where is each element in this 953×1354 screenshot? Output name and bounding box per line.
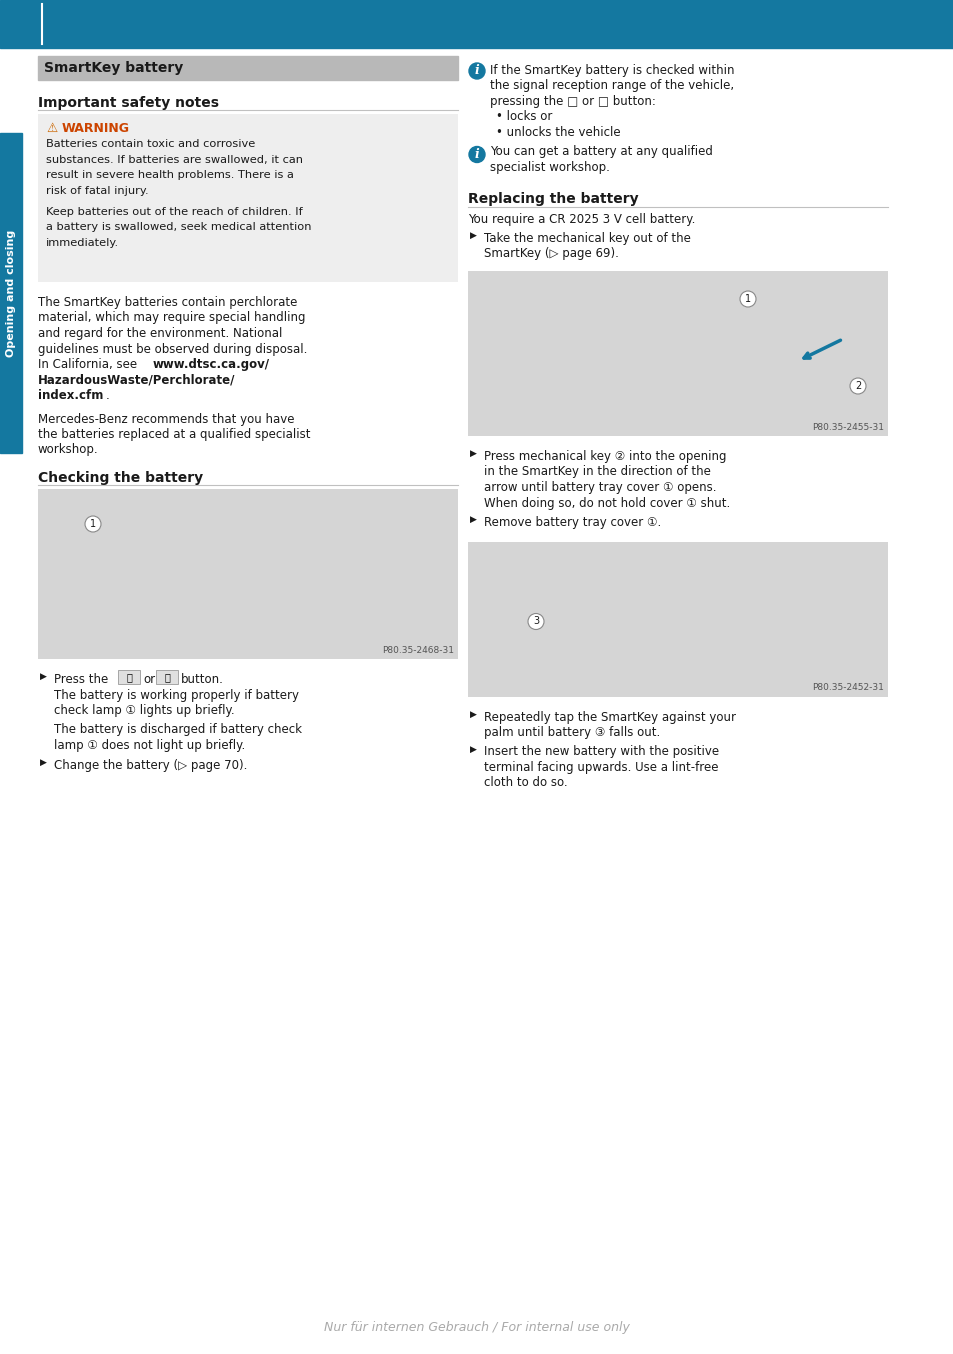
Text: Replacing the battery: Replacing the battery [468, 192, 638, 207]
Circle shape [527, 613, 543, 630]
Text: button.: button. [181, 673, 224, 686]
Text: .: . [106, 389, 110, 402]
Text: check lamp ① lights up briefly.: check lamp ① lights up briefly. [54, 704, 234, 718]
Text: 70: 70 [18, 15, 41, 32]
Text: Press the: Press the [54, 673, 108, 686]
Text: a battery is swallowed, seek medical attention: a battery is swallowed, seek medical att… [46, 222, 312, 233]
Text: guidelines must be observed during disposal.: guidelines must be observed during dispo… [38, 343, 307, 356]
Text: Repeatedly tap the SmartKey against your: Repeatedly tap the SmartKey against your [483, 711, 735, 723]
Text: When doing so, do not hold cover ① shut.: When doing so, do not hold cover ① shut. [483, 497, 729, 509]
Circle shape [849, 378, 865, 394]
Text: palm until battery ③ falls out.: palm until battery ③ falls out. [483, 726, 659, 739]
Text: i: i [475, 148, 478, 161]
Text: You can get a battery at any qualified: You can get a battery at any qualified [490, 145, 712, 158]
Text: lamp ① does not light up briefly.: lamp ① does not light up briefly. [54, 739, 245, 751]
Circle shape [469, 146, 484, 162]
Text: Opening and closing: Opening and closing [6, 229, 16, 356]
Bar [468, 542, 887, 696]
Text: substances. If batteries are swallowed, it can: substances. If batteries are swallowed, … [46, 154, 303, 164]
Text: Change the battery (▷ page 70).: Change the battery (▷ page 70). [54, 758, 247, 772]
Text: P80.35-2455-31: P80.35-2455-31 [811, 422, 883, 432]
Bar [0, 133, 22, 454]
Text: P80.35-2452-31: P80.35-2452-31 [811, 684, 883, 692]
Bar [38, 114, 457, 282]
Text: 🔒: 🔒 [126, 672, 132, 682]
Text: 2: 2 [854, 380, 861, 391]
Text: Mercedes-Benz recommends that you have: Mercedes-Benz recommends that you have [38, 413, 294, 425]
Bar [468, 271, 887, 436]
Text: 1: 1 [744, 294, 750, 305]
Text: material, which may require special handling: material, which may require special hand… [38, 311, 305, 325]
Text: ▶: ▶ [470, 450, 476, 458]
Text: 🔓: 🔓 [164, 672, 170, 682]
Text: Press mechanical key ② into the opening: Press mechanical key ② into the opening [483, 450, 726, 463]
Circle shape [469, 64, 484, 79]
Bar [38, 56, 457, 80]
Text: P80.35-2468-31: P80.35-2468-31 [381, 646, 454, 655]
Bar [118, 670, 140, 684]
Text: or: or [143, 673, 155, 686]
Text: arrow until battery tray cover ① opens.: arrow until battery tray cover ① opens. [483, 481, 716, 494]
Text: ▶: ▶ [470, 709, 476, 719]
Text: ▶: ▶ [40, 757, 47, 766]
Circle shape [85, 516, 101, 532]
Text: 1: 1 [90, 519, 96, 529]
Text: ▶: ▶ [470, 515, 476, 524]
Text: workshop.: workshop. [38, 444, 98, 456]
Text: In California, see: In California, see [38, 357, 141, 371]
Text: The SmartKey batteries contain perchlorate: The SmartKey batteries contain perchlora… [38, 297, 297, 309]
Text: ▶: ▶ [470, 745, 476, 753]
Text: Remove battery tray cover ①.: Remove battery tray cover ①. [483, 516, 660, 529]
Text: SmartKey: SmartKey [54, 15, 152, 32]
Text: the batteries replaced at a qualified specialist: the batteries replaced at a qualified sp… [38, 428, 310, 441]
Text: • unlocks the vehicle: • unlocks the vehicle [496, 126, 620, 139]
Bar [156, 670, 178, 684]
Text: The battery is working properly if battery: The battery is working properly if batte… [54, 688, 298, 701]
Text: 3: 3 [533, 616, 538, 627]
Text: cloth to do so.: cloth to do so. [483, 776, 567, 789]
Text: Nur für internen Gebrauch / For internal use only: Nur für internen Gebrauch / For internal… [324, 1322, 629, 1334]
Text: result in severe health problems. There is a: result in severe health problems. There … [46, 171, 294, 180]
Text: Keep batteries out of the reach of children. If: Keep batteries out of the reach of child… [46, 207, 302, 217]
Text: pressing the □ or □ button:: pressing the □ or □ button: [490, 95, 656, 108]
Text: Insert the new battery with the positive: Insert the new battery with the positive [483, 746, 719, 758]
Text: ▶: ▶ [470, 232, 476, 240]
Text: Important safety notes: Important safety notes [38, 96, 219, 110]
Text: ▶: ▶ [40, 672, 47, 681]
Text: WARNING: WARNING [62, 122, 130, 135]
Text: www.dtsc.ca.gov/: www.dtsc.ca.gov/ [152, 357, 270, 371]
Text: and regard for the environment. National: and regard for the environment. National [38, 328, 282, 340]
Text: immediately.: immediately. [46, 238, 119, 248]
Text: If the SmartKey battery is checked within: If the SmartKey battery is checked withi… [490, 64, 734, 77]
Text: ⚠: ⚠ [46, 122, 57, 135]
Text: Take the mechanical key out of the: Take the mechanical key out of the [483, 232, 690, 245]
Text: i: i [475, 65, 478, 77]
Text: specialist workshop.: specialist workshop. [490, 161, 609, 175]
Text: index.cfm: index.cfm [38, 389, 103, 402]
Bar [0, 0, 953, 47]
Text: SmartKey battery: SmartKey battery [44, 61, 183, 74]
Text: The battery is discharged if battery check: The battery is discharged if battery che… [54, 723, 302, 737]
Bar [38, 489, 457, 659]
Text: terminal facing upwards. Use a lint-free: terminal facing upwards. Use a lint-free [483, 761, 718, 774]
Circle shape [740, 291, 755, 307]
Text: SmartKey (▷ page 69).: SmartKey (▷ page 69). [483, 248, 618, 260]
Text: Checking the battery: Checking the battery [38, 471, 203, 485]
Text: HazardousWaste/Perchlorate/: HazardousWaste/Perchlorate/ [38, 374, 235, 386]
Text: in the SmartKey in the direction of the: in the SmartKey in the direction of the [483, 466, 710, 478]
Text: risk of fatal injury.: risk of fatal injury. [46, 185, 149, 195]
Text: • locks or: • locks or [496, 111, 552, 123]
Text: Batteries contain toxic and corrosive: Batteries contain toxic and corrosive [46, 139, 255, 149]
Text: You require a CR 2025 3 V cell battery.: You require a CR 2025 3 V cell battery. [468, 213, 695, 226]
Text: the signal reception range of the vehicle,: the signal reception range of the vehicl… [490, 80, 734, 92]
